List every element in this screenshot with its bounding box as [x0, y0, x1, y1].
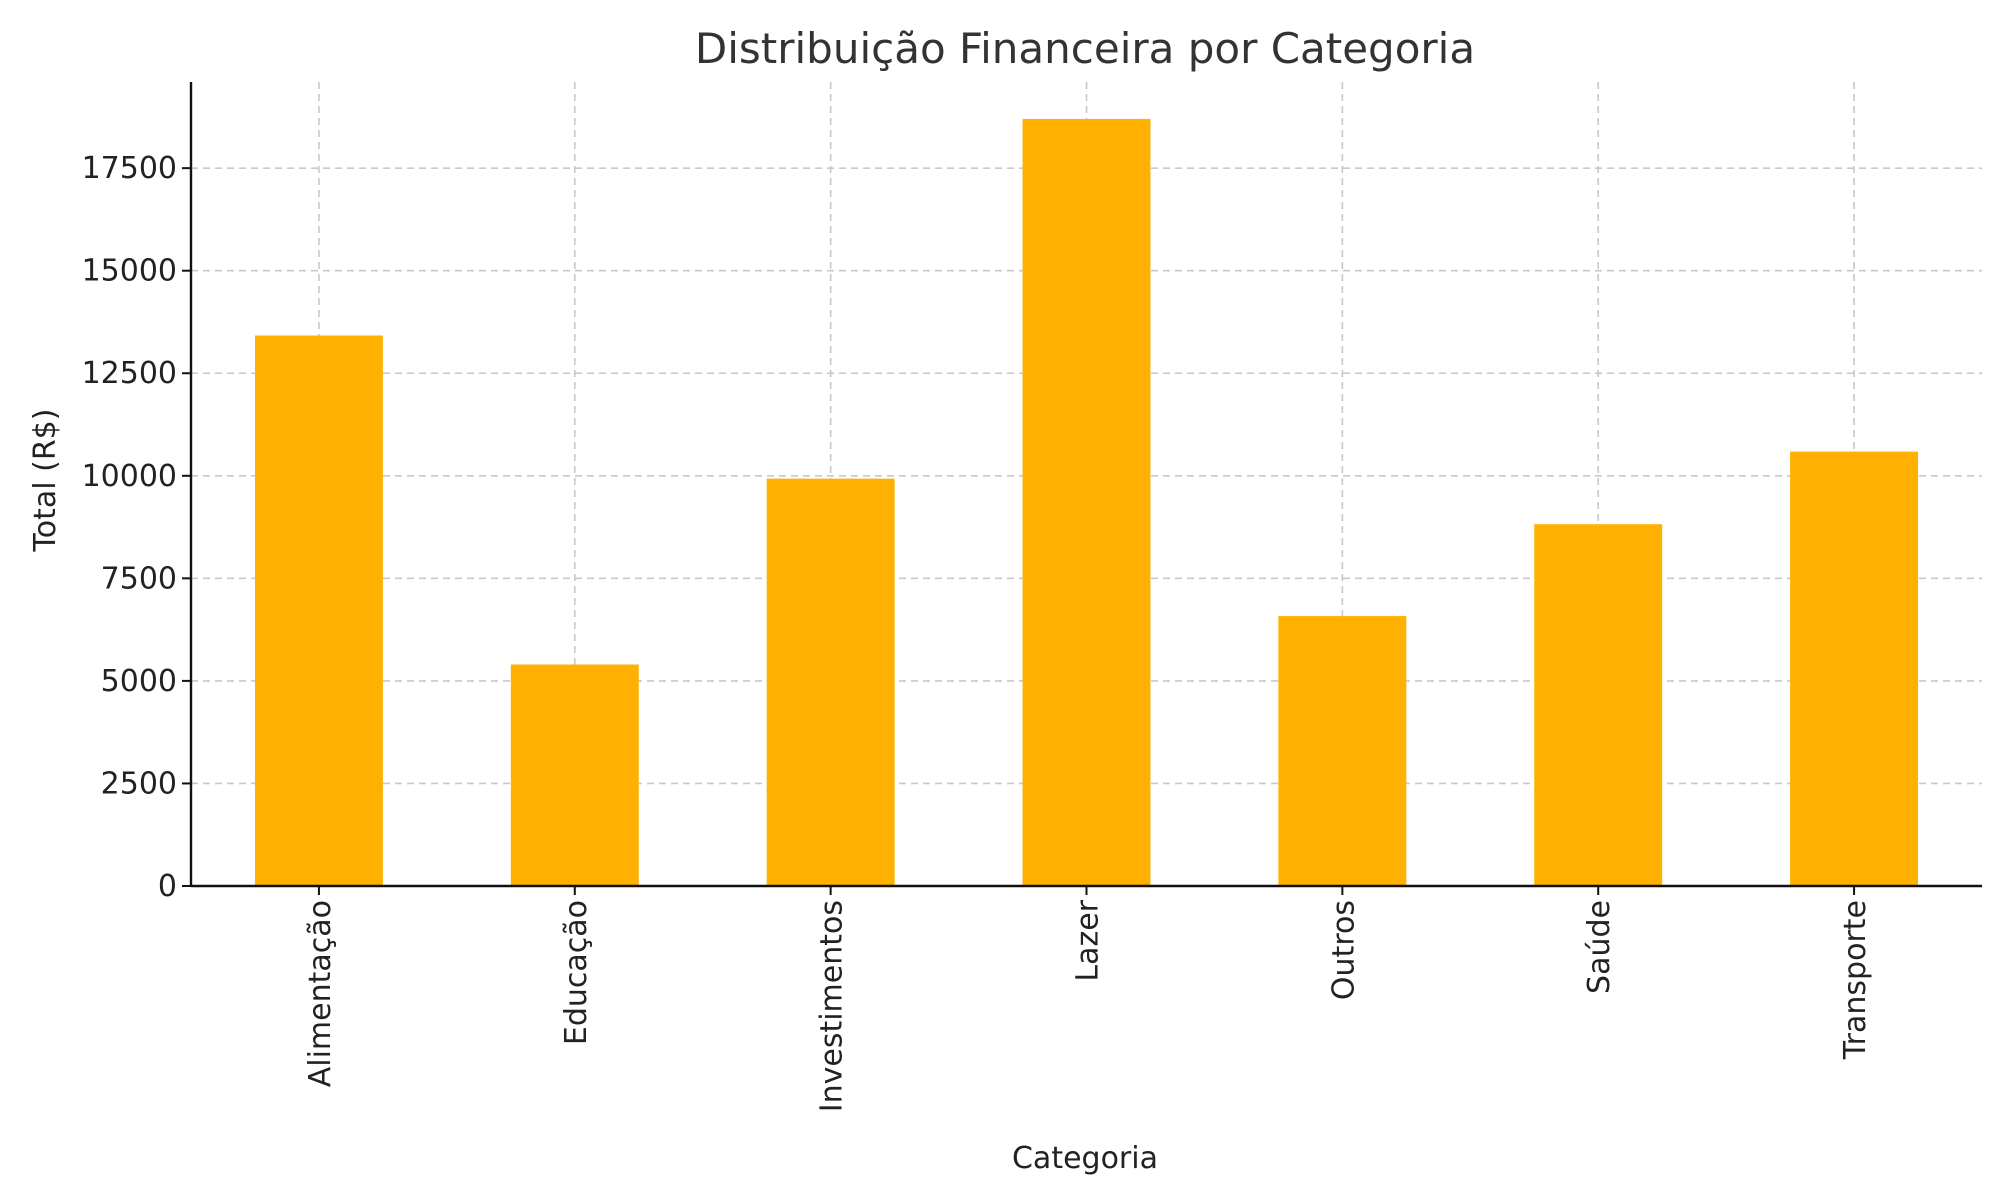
x-axis-label: Categoria [1012, 1141, 1158, 1176]
y-tick-label: 7500 [101, 561, 177, 596]
x-tick-label: Lazer [1071, 899, 1106, 981]
bar-investimentos [766, 478, 895, 886]
x-tick-label: Alimentação [303, 900, 338, 1087]
bar-transporte [1790, 451, 1919, 886]
bar-saúde [1534, 524, 1663, 886]
bar-alimentação [254, 335, 383, 887]
y-tick-label: 5000 [101, 664, 177, 699]
bar-outros [1278, 616, 1407, 886]
chart-title: Distribuição Financeira por Categoria [695, 24, 1475, 73]
y-tick-label: 12500 [82, 356, 177, 391]
y-tick-label: 15000 [82, 254, 177, 289]
y-tick-label: 10000 [82, 459, 177, 494]
x-tick-label: Educação [559, 900, 594, 1045]
y-tick-label: 17500 [82, 151, 177, 186]
y-tick-label: 2500 [101, 766, 177, 801]
y-tick-label: 0 [158, 869, 177, 904]
x-tick-label: Investimentos [815, 900, 850, 1112]
x-tick-label: Transporte [1838, 900, 1873, 1060]
ticks: 0 2500 5000 7500 10000 12500 15000 17500 Aliment… [82, 151, 1874, 1112]
bar-lazer [1022, 118, 1151, 887]
x-tick-label: Outros [1326, 900, 1361, 1000]
y-axis-label: Total (R$) [28, 409, 63, 553]
bars [254, 118, 1919, 887]
bar-educação [510, 664, 639, 886]
x-tick-label: Saúde [1582, 900, 1617, 994]
